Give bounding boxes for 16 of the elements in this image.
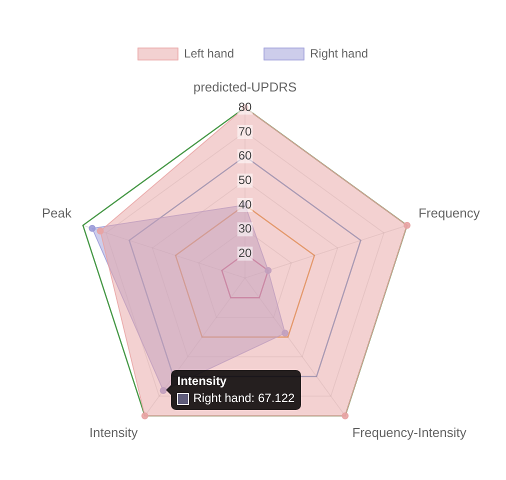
legend-label: Right hand: [310, 46, 368, 60]
spoke-label: Intensity: [177, 374, 228, 390]
category-label: Intensity: [89, 424, 138, 440]
spoke-label: Frequency-Intensity: [352, 424, 467, 440]
y-tick-label: 80: [238, 100, 252, 114]
y-tick-label: 40: [238, 197, 252, 212]
legend-label: Left hand: [184, 46, 234, 60]
y-tick-label: 50: [238, 172, 252, 187]
text: Right hand: 67.122: [193, 391, 295, 406]
spoke-label: Frequency: [418, 205, 480, 220]
y-tick-label: 30: [238, 222, 252, 236]
y-tick-label: 60: [238, 148, 252, 163]
y-tick-label: 20: [238, 246, 252, 260]
spoke-label: predicted-UPDRS: [193, 79, 297, 94]
y-tick-label: 70: [238, 124, 252, 138]
spoke-label: Peak: [42, 205, 72, 220]
